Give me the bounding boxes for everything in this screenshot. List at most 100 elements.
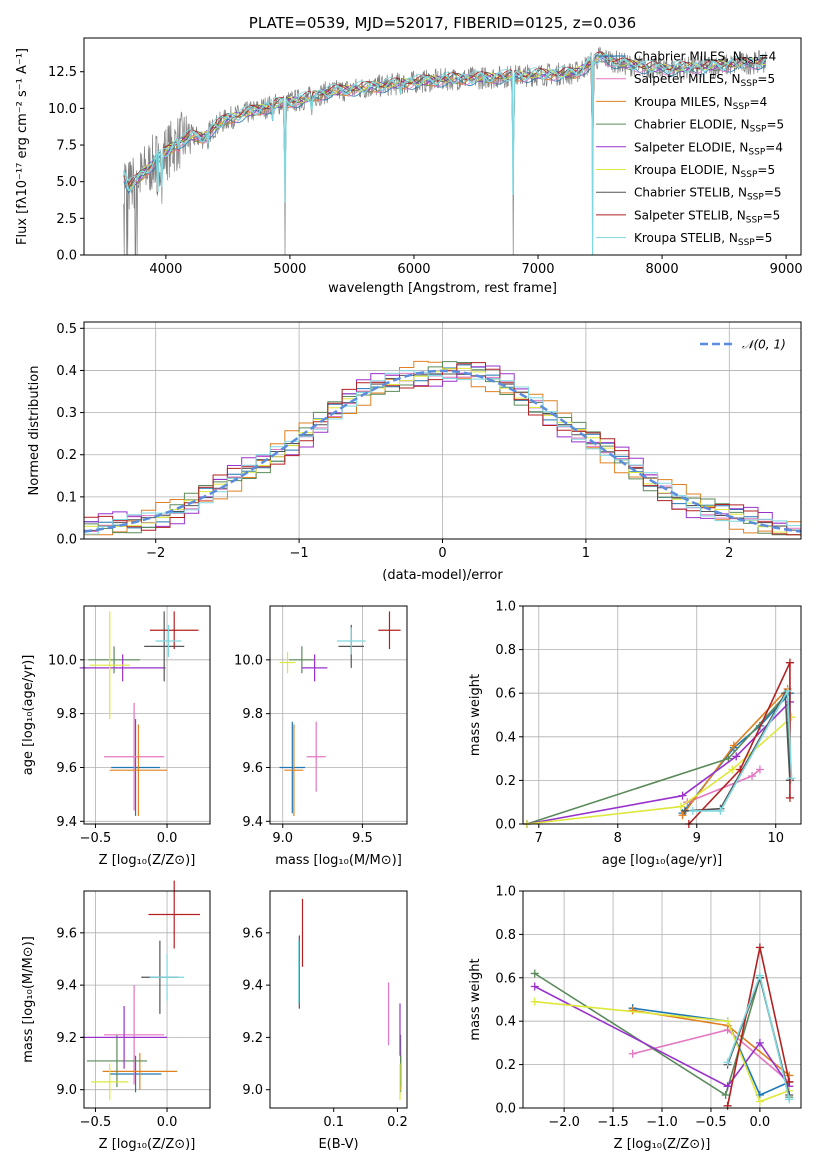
weight-marker-1: [748, 772, 757, 781]
residual-panel: −2 −1 0 1 2 0.0 0.1 0.2 0.3 0.4 0.5 (data-model)/er…: [27, 321, 802, 583]
x-tick-label: −0.5: [80, 831, 112, 846]
Z-age-panel: −0.5 0.0 9.4 9.6 9.8 10.0 Z [log₁₀(Z/Z⊙)] age […: [21, 605, 211, 868]
y-tick-label: 0.0: [56, 249, 77, 264]
legend-entry-1: Salpeter MILES, NSSP=5: [634, 72, 775, 89]
weight-marker-7: [785, 1077, 794, 1086]
weight-line-8: [692, 688, 793, 812]
legend-subscript: SSP: [750, 125, 767, 135]
y-tick-label: 9.2: [242, 1031, 263, 1046]
x-tick-label: 0.0: [157, 831, 178, 846]
x-tick-label: 8: [614, 831, 622, 846]
x-tick-label: 1: [582, 546, 590, 561]
legend-entry-4: Salpeter ELODIE, NSSP=4: [634, 140, 783, 157]
weight-marker-7: [785, 658, 794, 667]
residual-plot-area: [84, 360, 801, 536]
weight-line-3: [526, 691, 791, 825]
weight-marker-8: [787, 774, 796, 783]
y-tick-label: 0.4: [495, 1015, 516, 1030]
weight-line-4: [526, 701, 791, 825]
legend-subscript: SSP: [747, 193, 764, 203]
axes-frame: [83, 605, 211, 825]
weight-marker-3: [721, 1090, 730, 1099]
y-axis-label: mass weight: [468, 958, 483, 1040]
weight-marker-5: [755, 1097, 764, 1106]
weight-marker-5: [728, 765, 737, 774]
y-tick-label: 9.0: [56, 1083, 77, 1098]
x-tick-label: 0.2: [387, 1115, 408, 1130]
legend-label: Kroupa STELIB, N: [634, 231, 738, 245]
weight-marker-5: [723, 1017, 732, 1026]
legend-label: Salpeter ELODIE, N: [634, 140, 748, 154]
y-axis-label: mass weight: [468, 674, 483, 756]
x-tick-label: 10: [767, 831, 784, 846]
x-axis-label: age [log₁₀(age/yr)]: [602, 853, 723, 868]
weight-marker-8: [783, 687, 792, 696]
y-tick-label: 9.8: [56, 707, 77, 722]
chart-title: PLATE=0539, MJD=52017, FIBERID=0125, z=0…: [249, 14, 636, 32]
x-tick-label: 0.1: [323, 1115, 344, 1130]
x-axis-label: Z [log₁₀(Z/Z⊙)]: [99, 853, 196, 868]
legend-suffix: =5: [766, 118, 784, 132]
y-tick-label: 0.6: [495, 971, 516, 986]
y-tick-label: 9.4: [56, 979, 77, 994]
weight-marker-8: [688, 806, 697, 815]
y-tick-label: 9.6: [242, 761, 263, 776]
weight-marker-4: [678, 791, 687, 800]
x-tick-label: 2: [725, 546, 733, 561]
x-tick-label: 8000: [646, 262, 679, 277]
weight-marker-4: [732, 752, 741, 761]
x-axis-label: Z [log₁₀(Z/Z⊙)]: [614, 1137, 711, 1152]
y-tick-label: 9.4: [56, 815, 77, 830]
age-weight-panel: 7 8 9 10 0.0 0.2 0.4 0.6 0.8 1.0 age [log₁₀(age/yr…: [468, 600, 802, 868]
legend-label: Kroupa MILES, N: [634, 95, 733, 109]
legend-suffix: =5: [757, 163, 775, 177]
x-tick-label: 6000: [397, 262, 430, 277]
y-tick-label: 0.8: [495, 928, 516, 943]
x-tick-label: 0.0: [750, 1115, 771, 1130]
y-tick-label: 9.6: [242, 926, 263, 941]
axes-frame: [269, 605, 408, 825]
y-axis-label: mass [log₁₀(M/M⊙)]: [21, 936, 36, 1063]
x-tick-label: 0: [438, 546, 446, 561]
x-axis-label: (data-model)/error: [382, 568, 503, 583]
spectrum-plot-area: [123, 46, 767, 255]
weight-marker-4: [755, 1038, 764, 1047]
y-tick-label: 0.3: [56, 406, 77, 421]
legend-suffix: =5: [757, 72, 775, 86]
weight-marker-2: [678, 811, 687, 820]
y-tick-label: 9.8: [242, 707, 263, 722]
weight-line-5: [526, 716, 793, 825]
axes-frame: [522, 605, 802, 825]
legend-suffix: =4: [765, 140, 783, 154]
weight-marker-2: [628, 1006, 637, 1015]
x-tick-label: −2: [146, 546, 165, 561]
y-tick-label: 10.0: [48, 102, 77, 117]
legend-entry-6: Chabrier STELIB, NSSP=5: [634, 186, 782, 203]
weight-line-7: [726, 947, 791, 1106]
axes-frame: [83, 890, 211, 1109]
weight-line-0: [632, 1007, 790, 1097]
weight-marker-8: [716, 806, 725, 815]
y-axis-label: Normed distribution: [27, 366, 42, 496]
legend-entry-8: Kroupa STELIB, NSSP=5: [634, 231, 772, 248]
legend-entry-0: Chabrier MILES, NSSP=4: [634, 50, 776, 67]
weight-line-4: [534, 985, 790, 1088]
axes-frame: [269, 890, 408, 1109]
legend-label-normal: 𝒩(0, 1): [742, 338, 786, 352]
ebv-mass-panel: 0.1 0.2 9.0 9.2 9.4 9.6 E(B-V): [242, 890, 408, 1152]
weight-marker-7: [755, 943, 764, 952]
y-tick-label: 0.0: [495, 818, 516, 833]
weight-marker-7: [723, 1101, 732, 1110]
legend-entry-7: Salpeter STELIB, NSSP=5: [634, 208, 780, 225]
legend-suffix: =4: [750, 95, 768, 109]
weight-marker-4: [723, 1082, 732, 1091]
legend-suffix: =5: [764, 186, 782, 200]
weight-marker-5: [676, 802, 685, 811]
y-tick-label: 0.0: [56, 533, 77, 548]
legend-label: Chabrier MILES, N: [634, 50, 742, 64]
x-tick-label: 4000: [149, 262, 182, 277]
weight-marker-2: [729, 741, 738, 750]
weight-marker-1: [628, 1049, 637, 1058]
x-tick-label: −1: [290, 546, 309, 561]
